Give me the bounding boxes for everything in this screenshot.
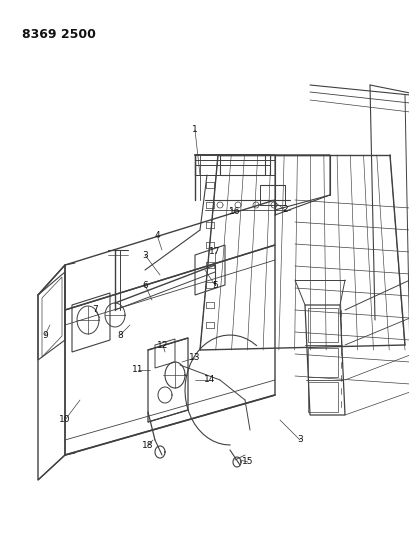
Text: 12: 12 [157,341,168,350]
Text: 11: 11 [132,366,144,375]
Text: 8: 8 [117,330,123,340]
Text: 15: 15 [242,457,253,466]
Text: 2: 2 [281,206,287,214]
Text: 18: 18 [142,440,153,449]
Text: 8369 2500: 8369 2500 [22,28,96,41]
Text: 9: 9 [42,330,48,340]
Text: 4: 4 [154,230,160,239]
Text: 5: 5 [211,280,217,289]
Text: 16: 16 [229,207,240,216]
Text: 14: 14 [204,376,215,384]
Text: 3: 3 [297,435,302,445]
Text: 1: 1 [192,125,198,134]
Text: 7: 7 [92,305,98,314]
Text: 13: 13 [189,353,200,362]
Text: 17: 17 [209,247,220,256]
Text: 3: 3 [142,251,148,260]
Text: 10: 10 [59,416,71,424]
Text: 6: 6 [142,280,148,289]
